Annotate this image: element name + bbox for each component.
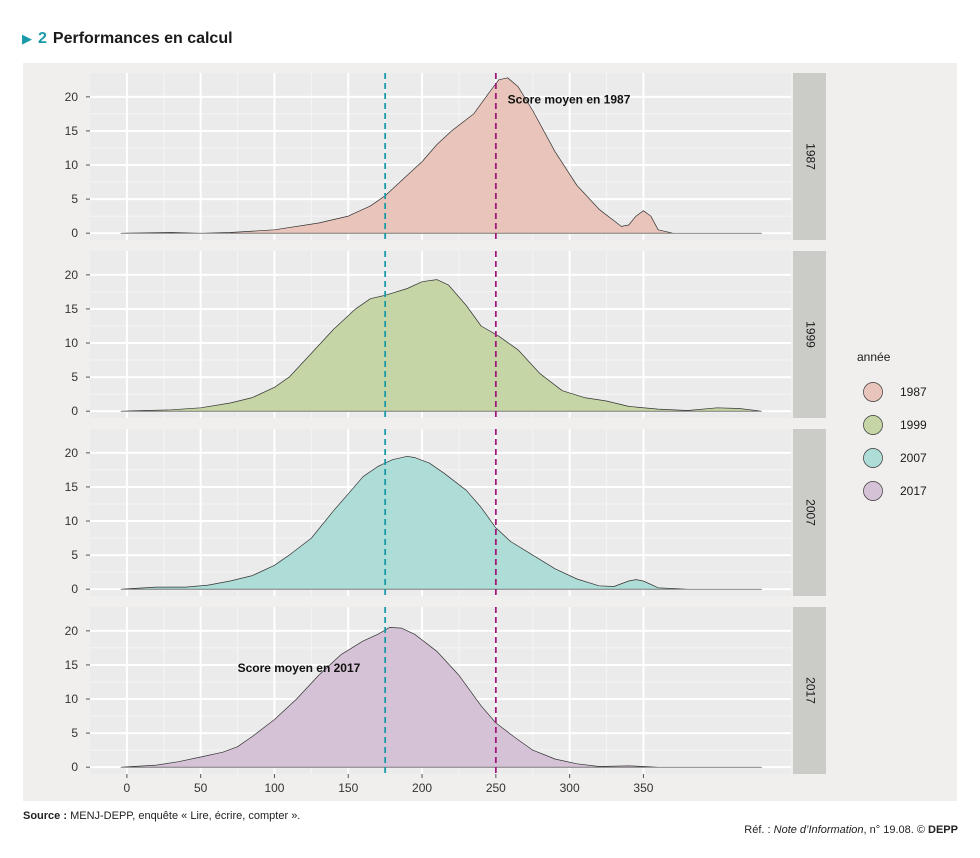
source-label: Source : (23, 810, 68, 822)
y-tick-label: 0 (71, 760, 78, 774)
y-tick-label: 20 (65, 268, 79, 282)
x-tick-label: 100 (264, 781, 284, 795)
y-tick-label: 5 (71, 370, 78, 384)
x-tick-label: 150 (338, 781, 358, 795)
y-tick-label: 10 (65, 158, 79, 172)
y-tick-label: 20 (65, 624, 79, 638)
legend-swatch-2007 (863, 448, 883, 468)
legend-label: 1999 (900, 418, 927, 432)
legend-swatch-2017 (863, 481, 883, 501)
legend-swatch-1999 (863, 415, 883, 435)
legend-label: 1987 (900, 385, 927, 399)
y-tick-label: 15 (65, 124, 79, 138)
facet-strip (793, 429, 826, 596)
facet-strip (793, 251, 826, 418)
y-tick-label: 5 (71, 192, 78, 206)
ref-publication: Note d’Information (773, 824, 864, 836)
x-tick-label: 0 (124, 781, 131, 795)
y-tick-label: 10 (65, 514, 79, 528)
y-tick-label: 0 (71, 582, 78, 596)
y-tick-label: 15 (65, 480, 79, 494)
x-tick-label: 200 (412, 781, 432, 795)
facet-strip-label: 1999 (803, 321, 817, 348)
density-area-1999 (120, 279, 762, 412)
x-tick-label: 350 (633, 781, 653, 795)
facet-strip-label: 2017 (803, 677, 817, 704)
triangle-right-icon: ▶ (22, 31, 32, 46)
ref-suffix: , n° 19.08. © (863, 824, 929, 836)
ref-org: DEPP (928, 824, 958, 836)
y-tick-label: 10 (65, 336, 79, 350)
y-tick-label: 10 (65, 692, 79, 706)
facet-strip (793, 73, 826, 240)
y-tick-label: 5 (71, 548, 78, 562)
facet-strip (793, 607, 826, 774)
y-tick-label: 20 (65, 90, 79, 104)
x-tick-label: 50 (194, 781, 208, 795)
y-tick-label: 0 (71, 404, 78, 418)
x-tick-label: 300 (560, 781, 580, 795)
legend-swatch-1987 (863, 382, 883, 402)
y-tick-label: 15 (65, 302, 79, 316)
density-area-1987 (120, 77, 762, 234)
y-tick-label: 15 (65, 658, 79, 672)
chart-title-row: ▶ 2 Performances en calcul (22, 30, 233, 48)
x-tick-label: 250 (486, 781, 506, 795)
source-text: MENJ-DEPP, enquête « Lire, écrire, compt… (70, 810, 301, 822)
density-area-2017 (120, 627, 762, 768)
reference-note: Réf. : Note d’Information, n° 19.08. © D… (744, 824, 958, 836)
y-tick-label: 0 (71, 226, 78, 240)
chart-title: Performances en calcul (52, 30, 233, 47)
y-tick-label: 20 (65, 446, 79, 460)
annotation-label: Score moyen en 1987 (508, 93, 631, 107)
legend-label: 2017 (900, 484, 927, 498)
density-area-2007 (120, 455, 762, 590)
source-note: Source : MENJ-DEPP, enquête « Lire, écri… (23, 810, 300, 822)
legend-label: 2007 (900, 451, 927, 465)
figure-number: 2 (38, 30, 47, 47)
facet-strip-label: 2007 (803, 499, 817, 526)
y-tick-label: 5 (71, 726, 78, 740)
legend-title: année (857, 350, 891, 364)
ref-prefix: Réf. : (744, 824, 774, 836)
annotation-label: Score moyen en 2017 (238, 661, 361, 675)
facet-strip-label: 1987 (803, 143, 817, 170)
